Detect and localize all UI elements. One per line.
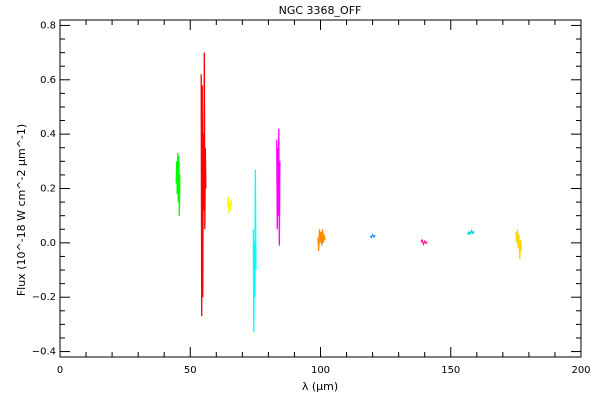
x-tick-label: 50 [184, 365, 197, 376]
spectrum-series-8 [420, 238, 428, 247]
y-tick-label: 0.2 [40, 184, 56, 195]
y-tick-label: −0.2 [32, 292, 56, 303]
y-tick-label: 0.4 [40, 129, 56, 140]
spectrum-series-2 [200, 52, 207, 317]
spectrum-series-3 [226, 196, 233, 214]
plot-frame [59, 19, 582, 358]
x-tick-label: 100 [311, 365, 330, 376]
y-tick-label: 0.0 [40, 238, 56, 249]
x-tick-label: 200 [571, 365, 590, 376]
spectrum-series-1 [175, 153, 181, 216]
tick-group: 0 50 100 150 200 −0.4 −0.2 0.0 0.2 0.4 0.6 0.8 [32, 20, 591, 376]
x-tick-label: 0 [57, 365, 63, 376]
spectrum-series-10 [515, 229, 522, 260]
y-tick-label: −0.4 [32, 347, 56, 358]
y-tick-label: 0.6 [40, 75, 56, 86]
y-axis-label: Flux (10^-18 W cm^-2 μm^-1) [15, 124, 28, 296]
x-tick-label: 150 [441, 365, 460, 376]
spectrum-series-6 [317, 229, 326, 252]
plot-series-group [175, 52, 522, 333]
spectrum-series-7 [369, 233, 376, 239]
spectrum-series-4 [252, 169, 257, 333]
chart-title: NGC 3368_OFF [279, 4, 362, 17]
spectrum-series-5 [276, 128, 281, 246]
x-axis-label: λ (μm) [302, 380, 338, 393]
spectrum-series-9 [467, 229, 475, 236]
y-tick-label: 0.8 [40, 20, 56, 31]
